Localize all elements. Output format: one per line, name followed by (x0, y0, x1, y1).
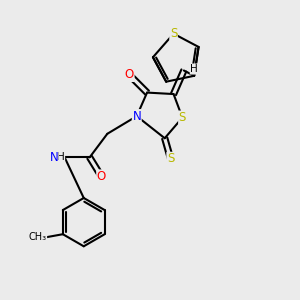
Text: S: S (179, 111, 186, 124)
Text: O: O (97, 170, 106, 183)
Text: CH₃: CH₃ (28, 232, 46, 242)
Text: H: H (57, 152, 64, 162)
Text: H: H (190, 64, 198, 74)
Text: N: N (132, 110, 141, 123)
Text: N: N (50, 151, 58, 164)
Text: S: S (167, 152, 174, 165)
Text: S: S (170, 27, 177, 40)
Text: O: O (125, 68, 134, 81)
